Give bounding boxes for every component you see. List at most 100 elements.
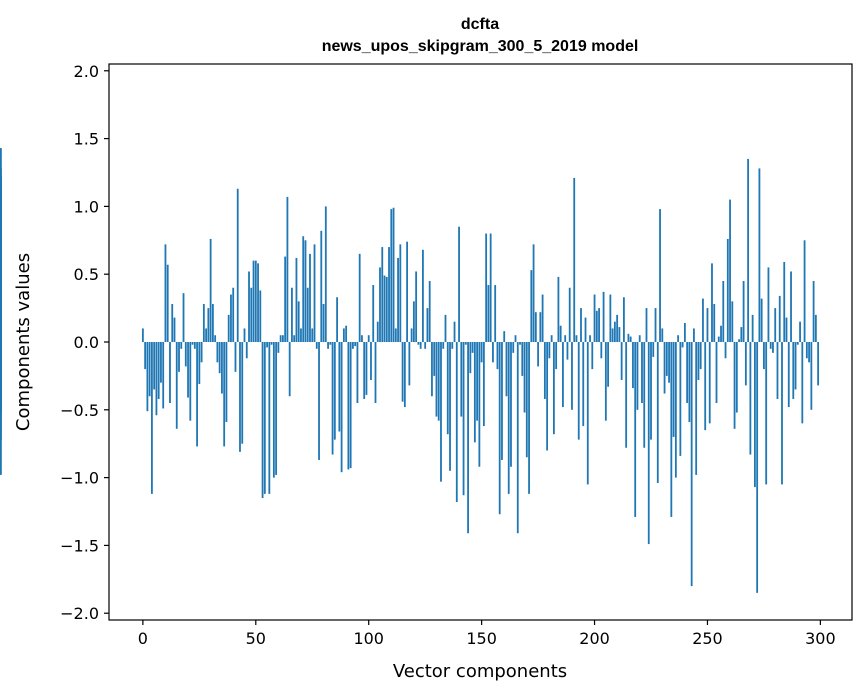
- y-tick-label: 2.0: [74, 62, 99, 81]
- bar: [0, 229, 2, 342]
- bar: [151, 342, 153, 494]
- bar: [446, 342, 449, 435]
- bar: [534, 312, 537, 342]
- bar: [778, 295, 781, 342]
- bar: [717, 336, 720, 342]
- bar: [329, 342, 332, 345]
- bar: [277, 342, 280, 353]
- bar: [180, 342, 183, 349]
- bar: [412, 301, 415, 342]
- bar: [503, 331, 506, 342]
- bar: [263, 342, 266, 494]
- bar: [598, 308, 600, 342]
- bar: [473, 342, 476, 443]
- bar: [169, 342, 171, 404]
- bar: [0, 342, 2, 390]
- bar: [379, 267, 381, 342]
- bar: [399, 244, 402, 342]
- bar: [751, 314, 754, 342]
- bar: [704, 342, 707, 431]
- bar: [647, 342, 650, 545]
- bar: [643, 342, 646, 448]
- bar: [677, 335, 680, 342]
- bar: [144, 342, 147, 370]
- bar: [654, 308, 657, 342]
- bar: [564, 335, 567, 342]
- bar: [507, 342, 510, 494]
- bar: [313, 244, 316, 342]
- bar: [333, 342, 336, 440]
- x-tick-label: 250: [692, 629, 723, 648]
- bar: [345, 325, 348, 342]
- bar: [805, 342, 808, 359]
- bar: [297, 301, 300, 342]
- bar: [765, 342, 768, 485]
- bar: [160, 342, 162, 383]
- bar: [153, 342, 156, 390]
- bar: [385, 276, 388, 342]
- bar: [431, 342, 433, 397]
- bar: [444, 314, 447, 342]
- bar: [808, 342, 810, 363]
- bar: [223, 342, 226, 447]
- bar: [557, 276, 560, 342]
- bar: [293, 335, 296, 342]
- bar: [616, 314, 619, 342]
- bar: [810, 342, 813, 410]
- bar: [494, 285, 497, 342]
- bar: [571, 342, 573, 410]
- bar: [528, 342, 530, 494]
- bar: [562, 342, 564, 408]
- bar: [787, 342, 790, 408]
- bar: [365, 342, 368, 395]
- bar: [537, 342, 539, 367]
- bar: [221, 342, 223, 394]
- bar: [209, 238, 212, 342]
- bar: [618, 327, 621, 342]
- bar: [354, 342, 357, 347]
- bar: [358, 253, 361, 342]
- bar: [799, 321, 801, 342]
- bar: [336, 297, 338, 342]
- bar: [166, 264, 169, 342]
- bar: [695, 342, 698, 475]
- bar: [747, 158, 750, 342]
- bar: [697, 342, 700, 380]
- bar: [729, 199, 731, 342]
- bar: [216, 342, 219, 363]
- bar: [763, 342, 765, 370]
- bar: [638, 335, 641, 342]
- bar: [686, 342, 689, 404]
- bar: [171, 304, 174, 342]
- bar: [817, 342, 820, 386]
- bar: [302, 236, 305, 342]
- bar: [419, 342, 422, 349]
- bar: [715, 342, 718, 404]
- bar: [525, 342, 528, 458]
- bar: [232, 287, 235, 342]
- bar: [541, 294, 544, 342]
- bar: [711, 263, 713, 342]
- bar: [234, 342, 237, 372]
- bar: [424, 342, 427, 349]
- bar: [191, 342, 194, 345]
- bar: [665, 342, 668, 376]
- bar: [550, 335, 553, 342]
- x-tick-label: 100: [353, 629, 384, 648]
- bar: [699, 342, 702, 370]
- bar: [0, 342, 2, 349]
- bar: [401, 342, 404, 402]
- bar: [146, 342, 149, 412]
- bar: [790, 271, 792, 342]
- bar: [573, 177, 576, 342]
- bar: [796, 342, 799, 345]
- bar: [141, 328, 144, 342]
- chart-subtitle: news_upos_skipgram_300_5_2019 model: [322, 38, 639, 55]
- bar: [257, 263, 259, 342]
- bar: [284, 256, 287, 342]
- bar: [713, 304, 716, 342]
- bar: [812, 280, 815, 342]
- bar: [182, 293, 185, 342]
- bar: [632, 342, 634, 389]
